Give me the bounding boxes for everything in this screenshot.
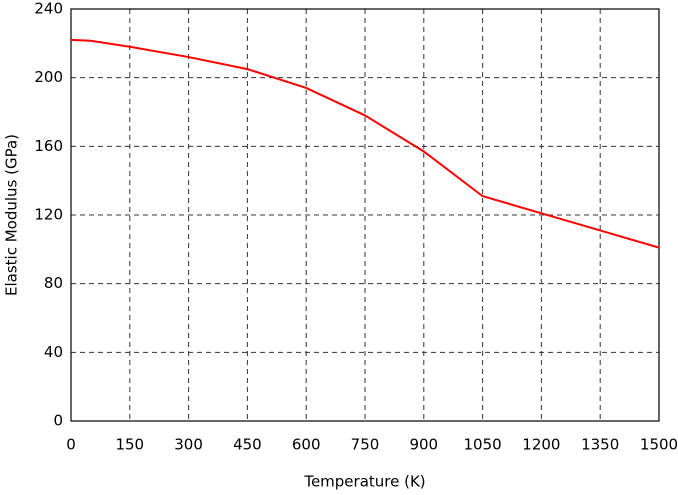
y-tick-label: 0: [53, 412, 63, 430]
x-tick-label: 600: [292, 436, 321, 454]
x-tick-label: 300: [174, 436, 203, 454]
x-axis-label: Temperature (K): [303, 473, 425, 491]
y-axis-label: Elastic Modulus (GPa): [3, 134, 21, 296]
x-tick-label: 750: [351, 436, 380, 454]
y-tick-label: 40: [44, 343, 63, 361]
x-tick-label: 900: [409, 436, 438, 454]
y-tick-label: 80: [44, 274, 63, 292]
y-tick-label: 200: [34, 68, 63, 86]
x-tick-label: 450: [233, 436, 262, 454]
x-tick-label: 150: [115, 436, 144, 454]
x-tick-label: 1350: [581, 436, 619, 454]
y-tick-label: 120: [34, 206, 63, 224]
y-tick-label: 240: [34, 0, 63, 18]
x-tick-label: 1200: [522, 436, 560, 454]
x-tick-label: 1050: [464, 436, 502, 454]
data-line: [70, 38, 660, 249]
y-tick-label: 160: [34, 137, 63, 155]
x-tick-label: 0: [66, 436, 76, 454]
x-tick-label: 1500: [640, 436, 678, 454]
plot-frame: [70, 8, 660, 422]
